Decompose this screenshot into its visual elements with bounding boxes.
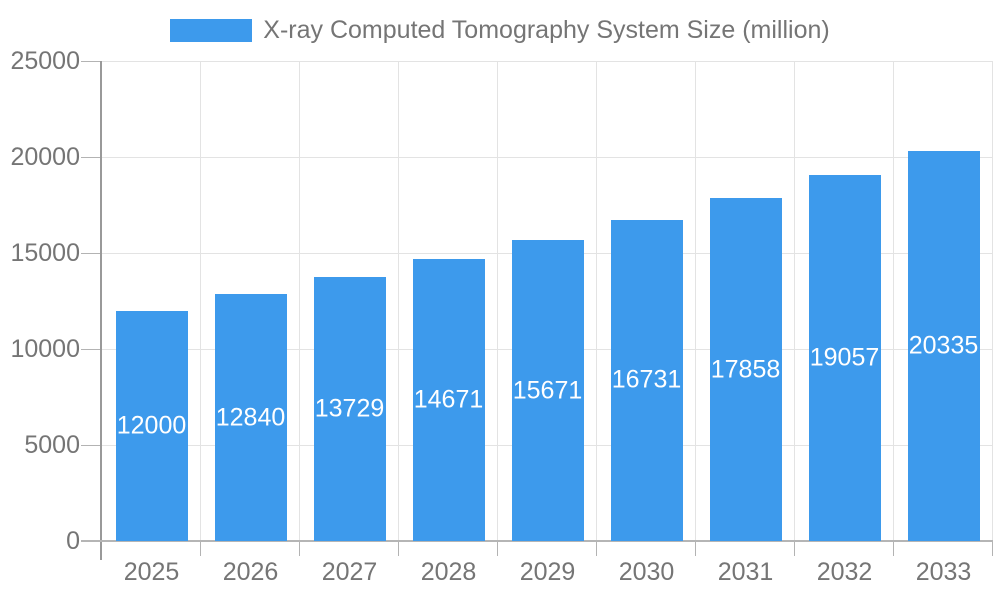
bar[interactable]: 20335 [907,150,980,541]
bar-value-label: 14671 [413,385,484,414]
v-gridline [497,61,498,541]
legend-item[interactable]: X-ray Computed Tomography System Size (m… [0,15,1000,44]
bar-value-label: 17858 [710,355,781,384]
bar[interactable]: 19057 [808,175,881,541]
bar[interactable]: 12000 [115,310,188,541]
bar-value-label: 19057 [809,343,880,372]
y-axis-tick [81,253,100,254]
y-tick-label: 20000 [10,143,80,171]
v-gridline [992,61,993,541]
x-axis-tick [299,542,300,556]
bar[interactable]: 17858 [709,198,782,541]
y-tick-label: 10000 [10,335,80,363]
x-axis-tick [398,542,399,556]
y-axis-tick [81,445,100,446]
x-tick-label: 2028 [420,558,477,586]
x-axis-tick [497,542,498,556]
x-axis-tick [695,542,696,556]
x-tick-label: 2032 [816,558,873,586]
bar[interactable]: 16731 [610,219,683,541]
x-tick-label: 2033 [915,558,972,586]
bar-value-label: 12840 [215,403,286,432]
v-gridline [893,61,894,541]
v-gridline [299,61,300,541]
bar[interactable]: 14671 [412,259,485,541]
v-gridline [398,61,399,541]
x-axis-line [81,540,993,542]
v-gridline [596,61,597,541]
legend-swatch [170,18,253,42]
x-axis-tick [992,542,993,556]
bar[interactable]: 15671 [511,240,584,541]
y-axis-tick [81,61,100,62]
x-tick-label: 2030 [618,558,675,586]
x-axis-tick [893,542,894,556]
y-tick-label: 5000 [24,431,80,459]
x-axis-tick [596,542,597,556]
bar-value-label: 20335 [908,331,979,360]
bar[interactable]: 13729 [313,277,386,541]
y-tick-label: 0 [66,527,80,555]
y-axis-tick [81,349,100,350]
x-tick-label: 2025 [123,558,180,586]
x-axis-tick [200,542,201,556]
bar-value-label: 16731 [611,365,682,394]
bar[interactable]: 12840 [214,294,287,541]
x-tick-label: 2029 [519,558,576,586]
x-tick-label: 2026 [222,558,279,586]
bar-value-label: 13729 [314,394,385,423]
x-tick-label: 2031 [717,558,774,586]
h-gridline [102,61,993,62]
bar-value-label: 12000 [116,411,187,440]
v-gridline [794,61,795,541]
x-axis-tick [794,542,795,556]
legend-label: X-ray Computed Tomography System Size (m… [263,15,830,44]
v-gridline [200,61,201,541]
v-gridline [695,61,696,541]
y-axis-line [100,61,102,560]
h-gridline [102,157,993,158]
bar-value-label: 15671 [512,376,583,405]
y-axis-tick [81,157,100,158]
y-tick-label: 15000 [10,239,80,267]
x-tick-label: 2027 [321,558,378,586]
y-tick-label: 25000 [10,47,80,75]
